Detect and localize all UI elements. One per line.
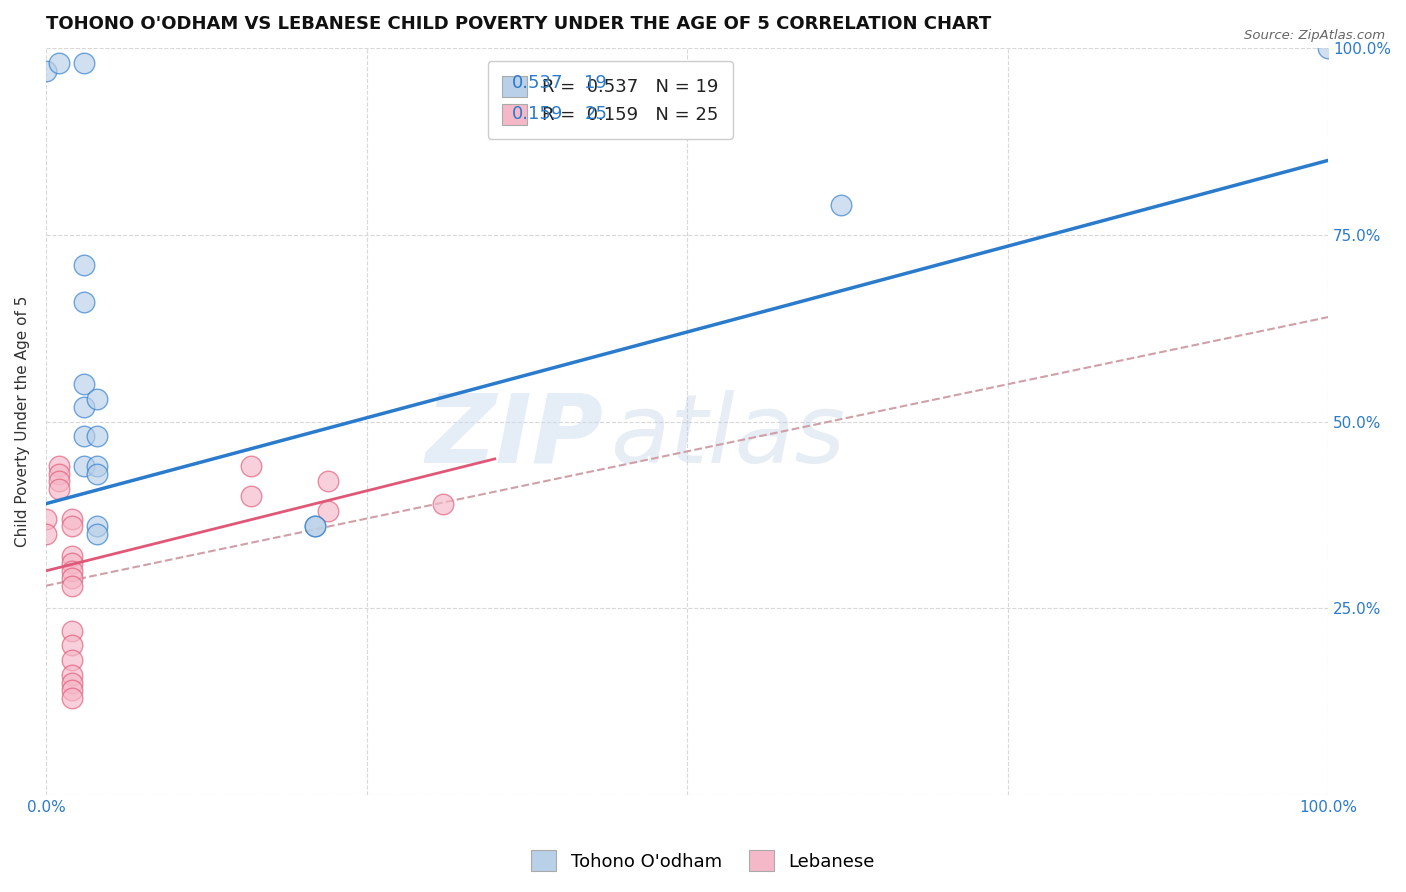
Point: [60, 690, 83, 705]
Point: [60, 549, 83, 563]
Point: [1317, 41, 1340, 55]
Point: [86, 519, 108, 533]
Point: [60, 653, 83, 667]
Point: [73, 295, 96, 310]
Text: ZIP: ZIP: [426, 390, 603, 483]
Point: [48, 482, 70, 496]
Point: [73, 56, 96, 70]
Point: [240, 489, 263, 503]
Text: 0.159: 0.159: [512, 105, 562, 123]
Point: [73, 459, 96, 474]
Point: [35, 526, 58, 541]
Legend: Tohono O'odham, Lebanese: Tohono O'odham, Lebanese: [524, 843, 882, 879]
Point: [73, 258, 96, 272]
Point: [432, 497, 454, 511]
Point: [48, 467, 70, 481]
Text: atlas: atlas: [610, 390, 845, 483]
Point: [48, 56, 70, 70]
Point: [60, 519, 83, 533]
Point: [73, 377, 96, 392]
Point: [86, 526, 108, 541]
Text: 0.537: 0.537: [512, 74, 562, 92]
Point: [60, 571, 83, 585]
Point: [35, 511, 58, 525]
Point: [35, 63, 58, 78]
Point: [73, 429, 96, 443]
Point: [86, 459, 108, 474]
Point: [48, 459, 70, 474]
Point: [86, 467, 108, 481]
Point: [60, 675, 83, 690]
Y-axis label: Child Poverty Under the Age of 5: Child Poverty Under the Age of 5: [15, 296, 30, 548]
Point: [304, 519, 326, 533]
Point: [60, 564, 83, 578]
Point: [304, 519, 326, 533]
Text: 19: 19: [585, 74, 607, 92]
Point: [60, 511, 83, 525]
Point: [73, 400, 96, 414]
Point: [60, 579, 83, 593]
Point: [48, 475, 70, 489]
Text: TOHONO O'ODHAM VS LEBANESE CHILD POVERTY UNDER THE AGE OF 5 CORRELATION CHART: TOHONO O'ODHAM VS LEBANESE CHILD POVERTY…: [46, 15, 991, 33]
Legend: R =  0.537   N = 19, R =  0.159   N = 25: R = 0.537 N = 19, R = 0.159 N = 25: [488, 62, 733, 139]
Point: [60, 668, 83, 682]
Point: [240, 459, 263, 474]
Point: [60, 639, 83, 653]
Point: [830, 198, 852, 212]
Text: Source: ZipAtlas.com: Source: ZipAtlas.com: [1244, 29, 1385, 42]
Text: 25: 25: [585, 105, 607, 123]
Point: [60, 624, 83, 638]
Point: [86, 392, 108, 407]
Point: [60, 683, 83, 698]
Point: [86, 429, 108, 443]
Point: [316, 475, 339, 489]
Point: [60, 557, 83, 571]
Point: [316, 504, 339, 518]
